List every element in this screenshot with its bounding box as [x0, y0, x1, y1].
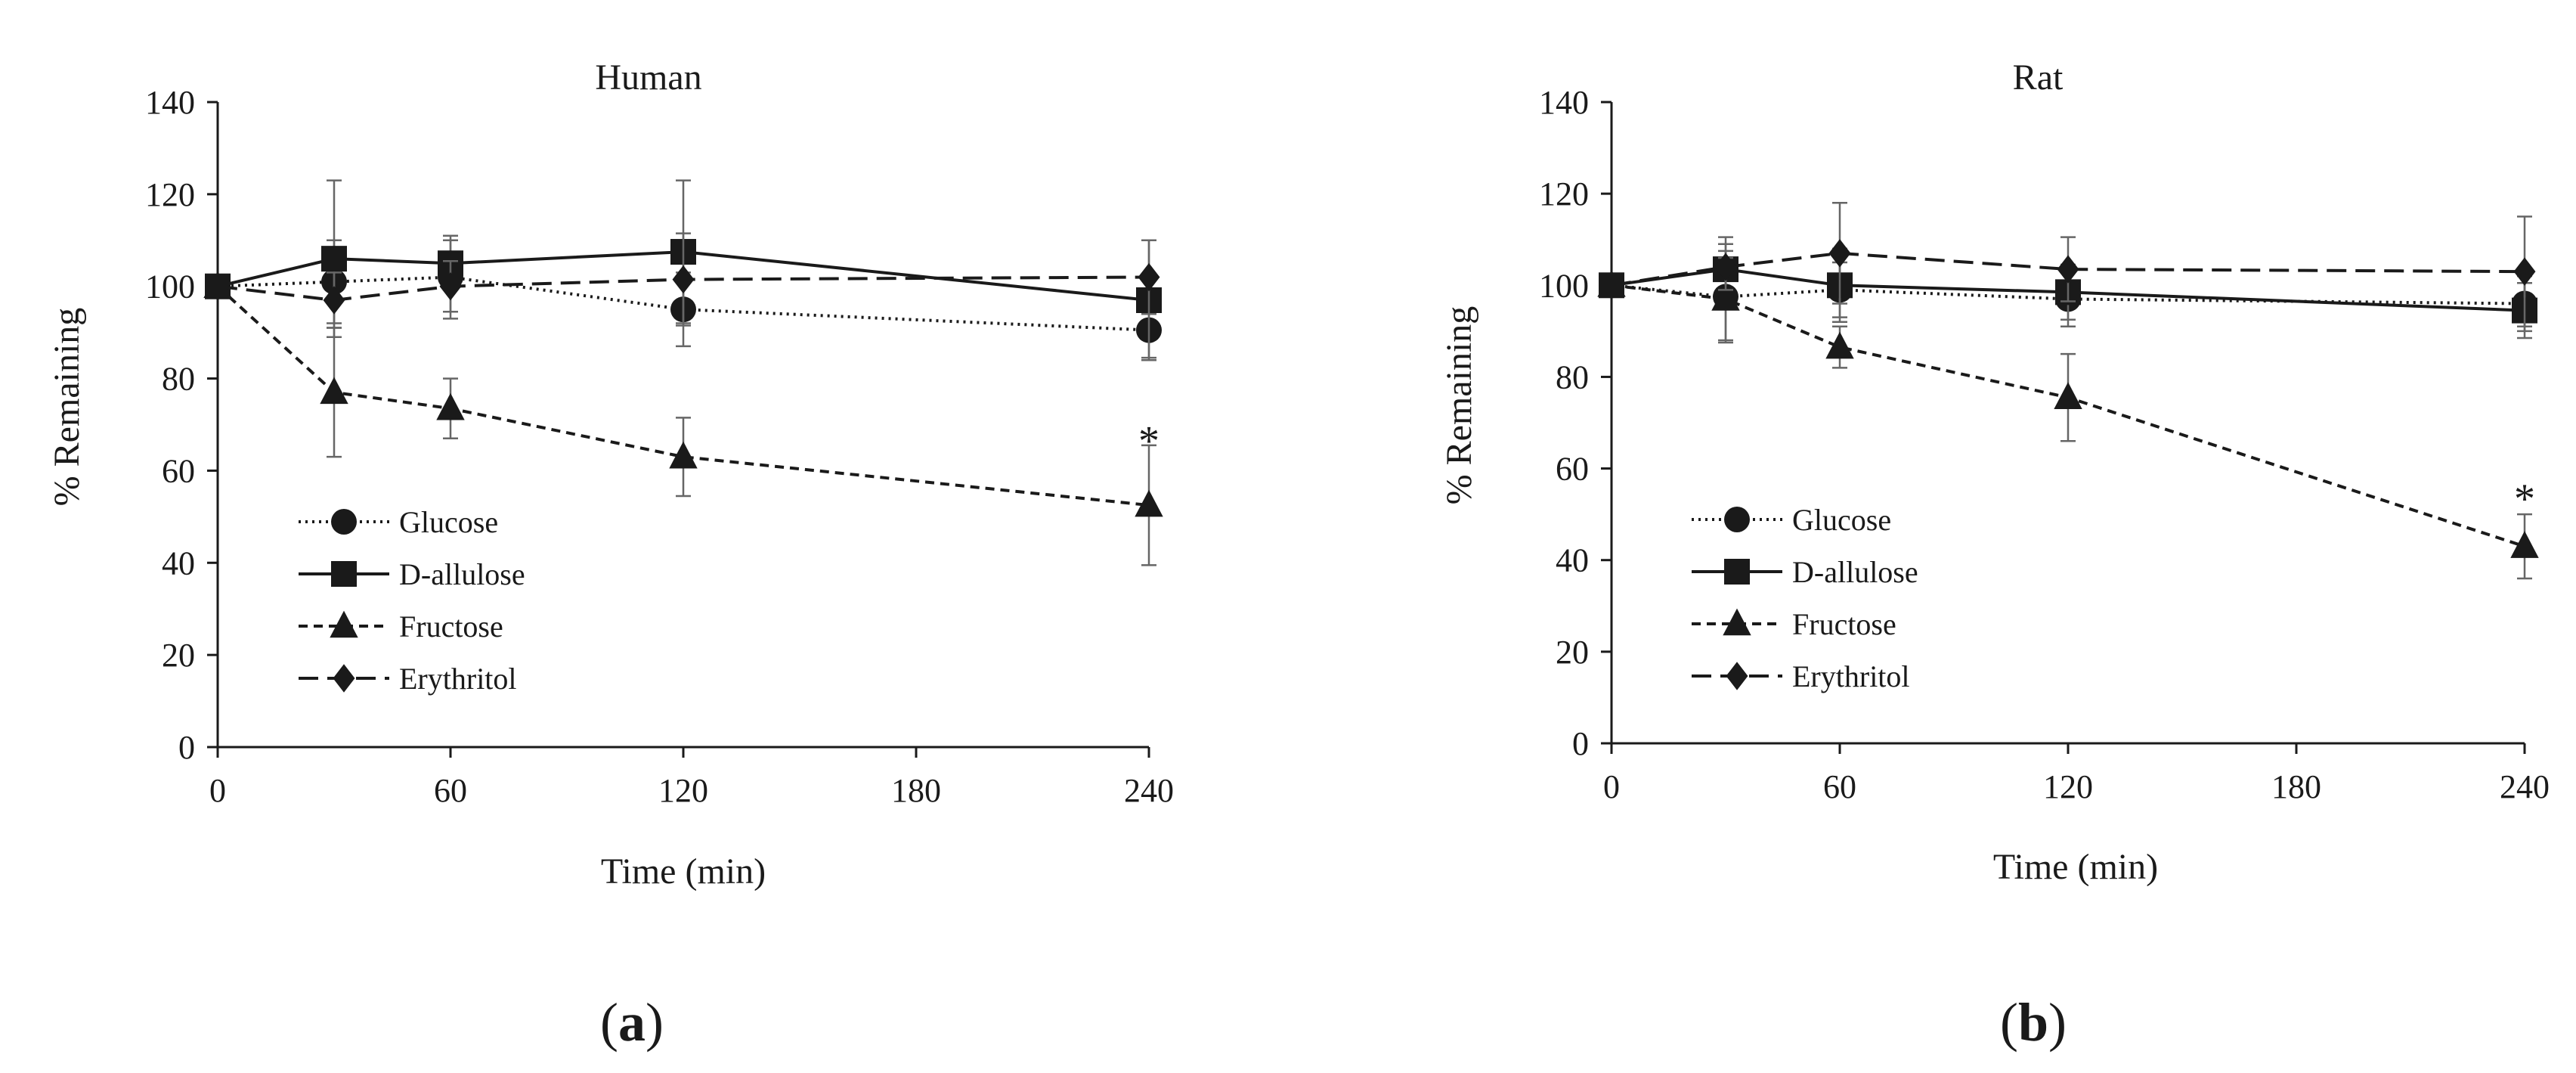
legend-item: D-allulose [1692, 555, 1918, 589]
legend-label: D-allulose [399, 557, 525, 591]
y-tick-label: 0 [178, 729, 195, 766]
plot-area: * [1597, 202, 2539, 580]
y-tick-label: 140 [145, 84, 195, 121]
y-tick-label: 0 [1572, 725, 1589, 762]
series-line [1611, 284, 2525, 548]
data-point [2057, 255, 2079, 284]
legend-item: Erythritol [1692, 659, 1910, 693]
data-point [2513, 257, 2536, 286]
legend-item: Fructose [1692, 607, 1896, 641]
series-erythritol [206, 232, 1160, 329]
legend-label: Erythritol [1792, 659, 1910, 693]
y-tick-label: 140 [1539, 84, 1589, 121]
x-tick-group: 0 60 120 180 240 [209, 747, 1174, 809]
x-axis-label: Time (min) [601, 851, 766, 892]
data-point [323, 286, 345, 315]
y-tick-group: 0 20 40 60 80 100 120 140 [1539, 84, 1612, 762]
legend-label: Fructose [399, 609, 503, 643]
data-point [320, 377, 348, 405]
y-tick-label: 100 [1539, 267, 1589, 304]
y-tick-label: 80 [162, 361, 195, 398]
y-tick-label: 60 [1556, 451, 1589, 488]
x-tick-label: 0 [209, 772, 226, 809]
panel-label: (a) [600, 992, 664, 1053]
legend-item: Glucose [1692, 503, 1891, 537]
x-tick-label: 120 [658, 772, 708, 809]
legend-item: D-allulose [299, 557, 525, 591]
legend-marker [1724, 507, 1750, 532]
y-tick-label: 80 [1556, 358, 1589, 395]
legend-marker [331, 561, 357, 587]
legend-label: Erythritol [399, 662, 517, 696]
data-point [2054, 382, 2082, 409]
legend-item: Erythritol [299, 662, 517, 696]
data-point [1714, 253, 1737, 281]
y-tick-label: 120 [1539, 175, 1589, 212]
panel-label: (b) [2000, 992, 2067, 1053]
legend-marker [1723, 608, 1751, 636]
legend-marker [333, 664, 355, 693]
chart-panel-human: Human 0 20 40 60 80 100 120 140 0 60 120 180 240 % … [47, 57, 1174, 1053]
data-point [672, 265, 695, 294]
legend-label: D-allulose [1792, 555, 1918, 589]
legend-label: Glucose [1792, 503, 1891, 537]
data-point [1828, 239, 1851, 268]
data-point [1825, 331, 1854, 359]
x-tick-label: 240 [2500, 768, 2550, 805]
x-tick-label: 60 [1823, 768, 1856, 805]
data-point [2510, 531, 2539, 558]
y-tick-label: 40 [1556, 542, 1589, 579]
chart-title: Rat [2013, 57, 2064, 98]
y-tick-label: 120 [145, 176, 195, 213]
x-tick-label: 180 [891, 772, 941, 809]
y-tick-label: 20 [1556, 634, 1589, 671]
x-tick-label: 180 [2271, 768, 2321, 805]
x-tick-label: 60 [434, 772, 467, 809]
legend-marker [1726, 662, 1748, 690]
legend-item: Glucose [299, 505, 498, 539]
legend-marker [1724, 559, 1750, 585]
data-point [1711, 284, 1740, 311]
x-axis-label: Time (min) [1993, 847, 2158, 887]
series-fructose [1597, 256, 2539, 580]
y-axis-label: % Remaining [1439, 306, 1479, 505]
data-point [1135, 489, 1163, 517]
y-tick-label: 100 [145, 268, 195, 305]
significance-marker: * [1138, 418, 1160, 465]
legend: Glucose D-allulose Fructose Erythritol [299, 505, 525, 696]
plot-area: * [203, 179, 1163, 566]
chart-title: Human [595, 57, 701, 98]
data-point [436, 392, 465, 420]
legend: Glucose D-allulose Fructose Erythritol [1692, 503, 1918, 693]
y-tick-label: 40 [162, 544, 195, 581]
legend-label: Glucose [399, 505, 498, 539]
x-tick-label: 120 [2043, 768, 2093, 805]
data-point [1600, 271, 1623, 299]
legend-marker [331, 509, 357, 535]
y-tick-label: 20 [162, 637, 195, 674]
y-axis-label: % Remaining [47, 308, 87, 507]
data-point [206, 272, 229, 301]
legend-marker [330, 610, 358, 638]
x-tick-label: 0 [1603, 768, 1620, 805]
y-tick-label: 60 [162, 452, 195, 489]
chart-panel-rat: Rat 0 20 40 60 80 100 120 140 0 60 120 180 240 % Re… [1439, 57, 2550, 1053]
data-point [1138, 262, 1160, 292]
series-line [1611, 284, 2525, 305]
significance-marker: * [2514, 476, 2535, 523]
data-point [439, 272, 462, 301]
series-erythritol [1600, 202, 2536, 328]
legend-label: Fructose [1792, 607, 1896, 641]
data-point [669, 441, 698, 469]
x-tick-label: 240 [1124, 772, 1174, 809]
data-point [321, 246, 347, 272]
legend-item: Fructose [299, 609, 503, 643]
y-tick-group: 0 20 40 60 80 100 120 140 [145, 84, 218, 766]
x-tick-group: 0 60 120 180 240 [1603, 743, 2550, 805]
